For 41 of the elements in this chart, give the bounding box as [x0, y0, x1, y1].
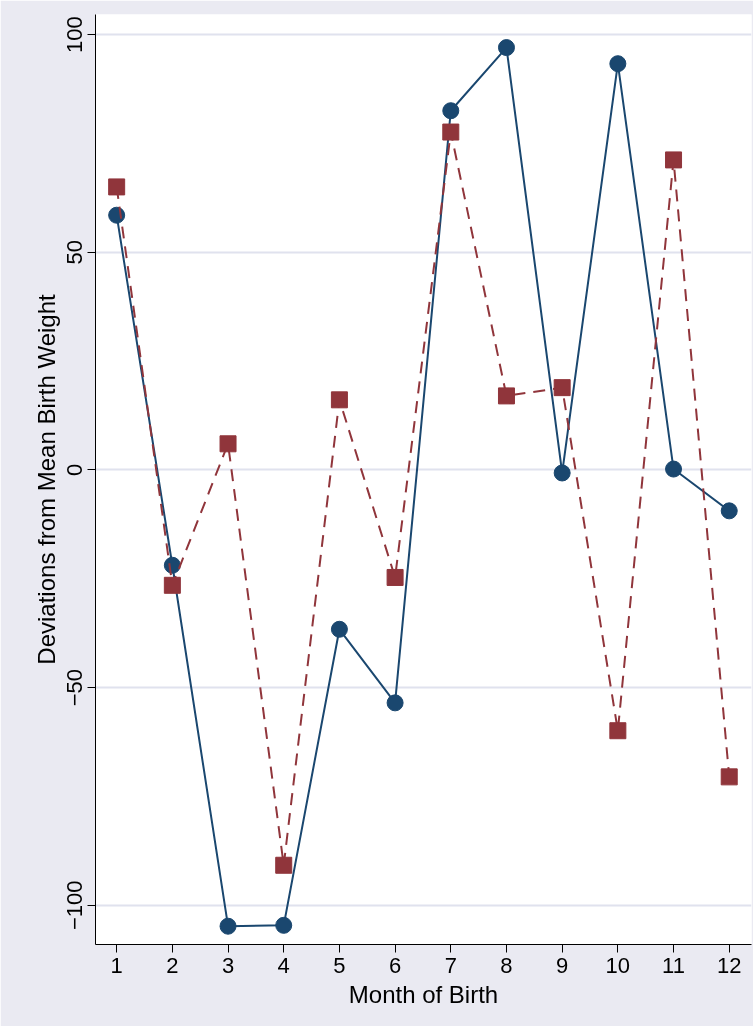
point — [553, 464, 571, 482]
point — [609, 55, 627, 73]
x-tick-label: 8 — [500, 952, 513, 978]
point — [720, 502, 738, 520]
point — [330, 391, 348, 409]
point — [442, 102, 460, 120]
x-tick-label: 7 — [444, 952, 457, 978]
x-tick-label: 2 — [166, 952, 179, 978]
point — [609, 722, 627, 740]
x-tick-label: 9 — [556, 952, 569, 978]
y-tick-label: 0 — [62, 463, 88, 477]
point — [497, 387, 515, 405]
point — [163, 576, 181, 594]
point — [219, 435, 237, 453]
point — [275, 916, 293, 934]
y-tick-label: 50 — [62, 239, 88, 265]
point — [665, 460, 683, 478]
point — [442, 123, 460, 141]
point — [330, 620, 348, 638]
point — [553, 379, 571, 397]
x-tick-label: 4 — [277, 952, 290, 978]
y-tick-label: −100 — [62, 880, 88, 931]
x-axis-title: Month of Birth — [348, 980, 499, 1008]
x-tick-label: 5 — [333, 952, 346, 978]
y-tick-label: −50 — [62, 668, 88, 707]
point — [386, 568, 404, 586]
y-axis-title: Deviations from Mean Birth Weight — [32, 293, 60, 665]
x-tick-label: 12 — [716, 952, 742, 978]
point — [386, 694, 404, 712]
x-tick-label: 6 — [388, 952, 402, 978]
point — [219, 917, 237, 935]
point — [720, 768, 738, 786]
point — [275, 856, 293, 874]
point — [497, 39, 515, 57]
x-tick-label: 11 — [662, 952, 685, 978]
point — [665, 151, 683, 169]
x-tick-label: 10 — [605, 952, 631, 978]
point — [108, 178, 126, 196]
y-tick-label: 100 — [62, 16, 88, 53]
x-tick-label: 1 — [110, 952, 123, 978]
x-tick-label: 3 — [221, 952, 235, 978]
